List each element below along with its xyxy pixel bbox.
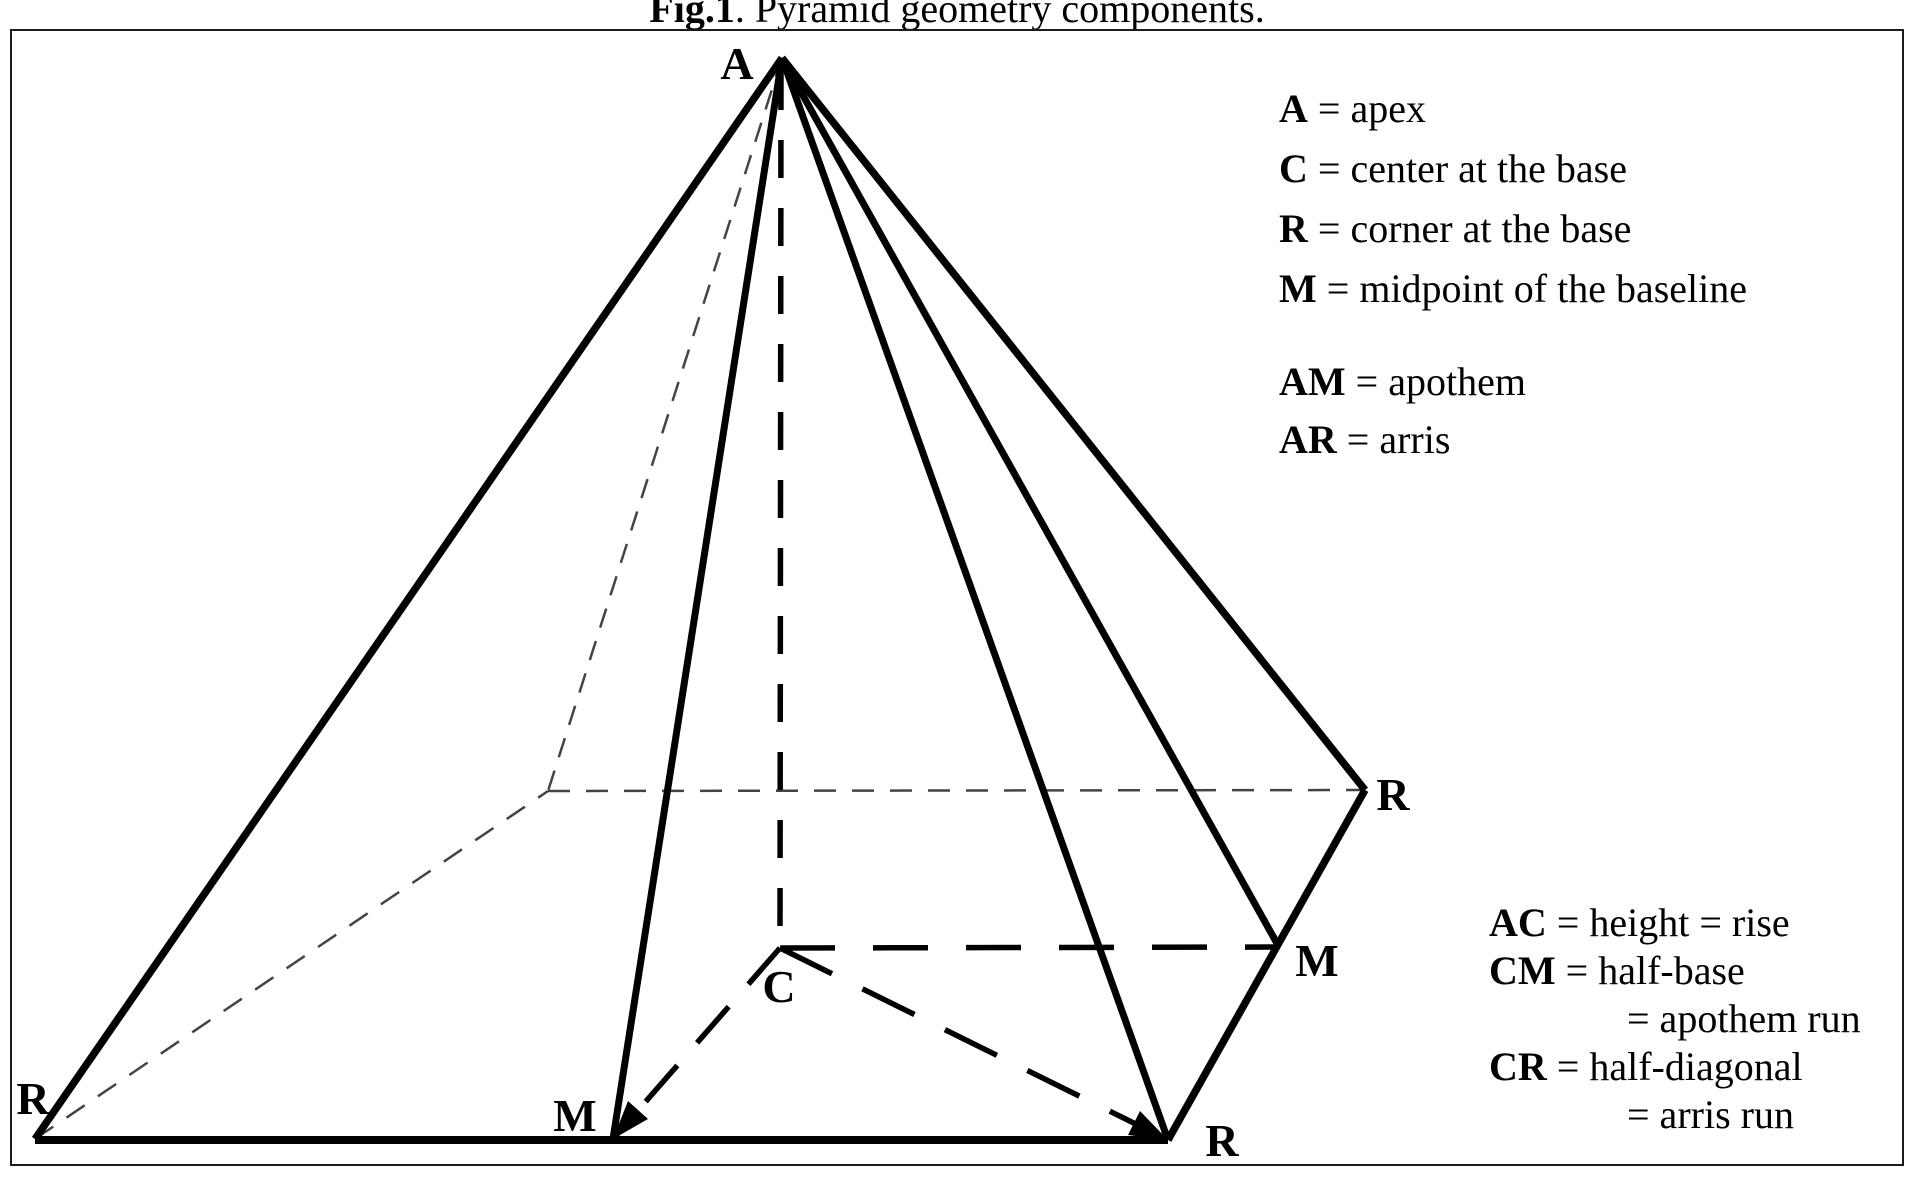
legend-text: = midpoint of the baseline (1326, 266, 1748, 311)
legend-line-apothem: AM = apothem (1279, 353, 1526, 411)
legend-symbol: AM (1279, 359, 1346, 404)
legend-text: = arris run (1627, 1092, 1794, 1137)
vertex-label-center: C (762, 961, 796, 1012)
legend-text: = corner at the base (1317, 206, 1632, 251)
legend-symbol: CR (1489, 1044, 1547, 1089)
legend-text: = half-diagonal (1556, 1044, 1803, 1089)
legend-symbol: A (1279, 86, 1308, 131)
arrowhead-at-M-front (613, 1101, 648, 1139)
legend-line-center: C = center at the base (1279, 139, 1747, 199)
arrowhead-at-R-front-right (1128, 1111, 1168, 1140)
apothem-AM-front (609, 57, 786, 1140)
half-base-line-CM-right (779, 944, 1280, 951)
legend-text: = apex (1317, 86, 1426, 131)
legend-text: = half-base (1565, 948, 1745, 993)
legend-measures: AC = height = rise CM = half-base = apothe… (1489, 899, 1861, 1139)
hidden-base-left-edge (34, 789, 549, 1141)
vertex-label-apex: A (720, 38, 754, 89)
height-line-AC (777, 71, 784, 949)
legend-line-apothem-run: = apothem run (1489, 995, 1861, 1043)
legend-symbol: AR (1279, 417, 1337, 462)
legend-text: = apothem (1355, 359, 1526, 404)
base-right-edge (1164, 788, 1369, 1142)
hidden-arris-apex-back-left (546, 57, 784, 792)
legend-text: = height = rise (1556, 900, 1790, 945)
legend-text: = apothem run (1627, 996, 1861, 1041)
arris-AR-back-right (779, 55, 1368, 793)
legend-segment-names: AM = apothem AR = arris (1279, 353, 1526, 469)
vertex-label-midpoint-right: M (1295, 935, 1339, 986)
figure-caption: Fig.1. Pyramid geometry components. (0, 0, 1914, 32)
legend-line-apex: A = apex (1279, 79, 1747, 139)
legend-point-definitions: A = apex C = center at the base R = corner … (1279, 79, 1747, 319)
half-diagonal-line-CR (778, 945, 1170, 1143)
legend-line-halfdiagonal: CR = half-diagonal (1489, 1043, 1861, 1091)
half-base-line-CM-front (610, 946, 783, 1141)
vertex-label-corner-back-right: R (1376, 769, 1410, 820)
legend-symbol: R (1279, 206, 1308, 251)
legend-line-corner: R = corner at the base (1279, 199, 1747, 259)
figure-caption-number: Fig.1 (649, 0, 735, 31)
arris-AR-front-right (778, 56, 1172, 1142)
legend-line-halfbase: CM = half-base (1489, 947, 1861, 995)
legend-symbol: M (1279, 266, 1317, 311)
legend-symbol: CM (1489, 948, 1556, 993)
legend-line-midpoint: M = midpoint of the baseline (1279, 259, 1747, 319)
legend-line-arris: AR = arris (1279, 411, 1526, 469)
figure-border (10, 29, 1904, 1166)
legend-line-height: AC = height = rise (1489, 899, 1861, 947)
figure-caption-text: . Pyramid geometry components. (734, 0, 1265, 31)
legend-symbol: AC (1489, 900, 1547, 945)
apothem-AM-right (778, 56, 1283, 949)
legend-text: = arris (1346, 417, 1451, 462)
vertex-label-corner-front-left: R (16, 1073, 50, 1124)
vertex-label-midpoint-front: M (553, 1090, 597, 1141)
edge-apex-front-left-corner (31, 55, 786, 1142)
legend-line-arris-run: = arris run (1489, 1091, 1861, 1139)
vertex-label-corner-front-right: R (1205, 1115, 1239, 1166)
legend-symbol: C (1279, 146, 1308, 191)
legend-text: = center at the base (1317, 146, 1627, 191)
